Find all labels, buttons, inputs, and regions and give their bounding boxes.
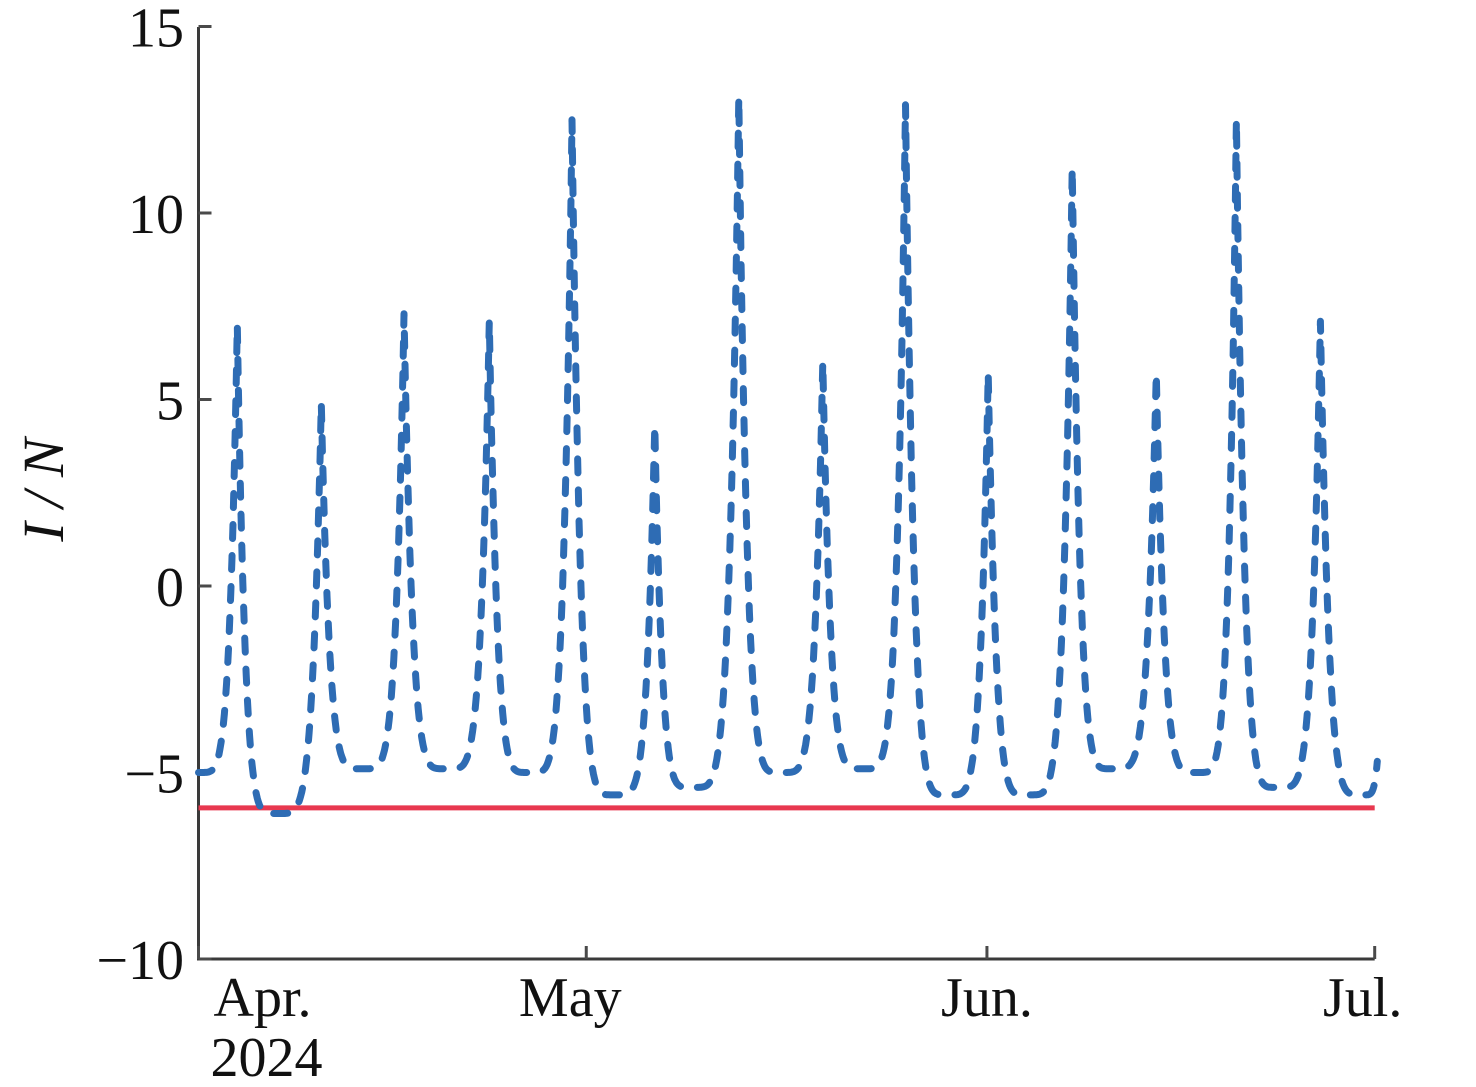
x-tick-label: Jul. [1323,967,1402,1029]
y-tick-label: −10 [96,930,184,992]
x-tick-label: Jun. [941,967,1033,1029]
axis-spines [197,27,1375,961]
y-axis-title: I / N [11,435,76,542]
x-tick-label: Apr. [214,967,312,1029]
x-tick-label: May [519,967,622,1029]
y-tick-label: 0 [156,557,184,619]
y-tick-label: −5 [124,744,184,806]
x-axis-year-label: 2024 [211,1027,323,1087]
y-tick-label: 5 [156,371,184,433]
y-tick-label: 15 [128,0,184,60]
data-series-path [195,93,1381,817]
y-tick-label: 10 [128,184,184,246]
